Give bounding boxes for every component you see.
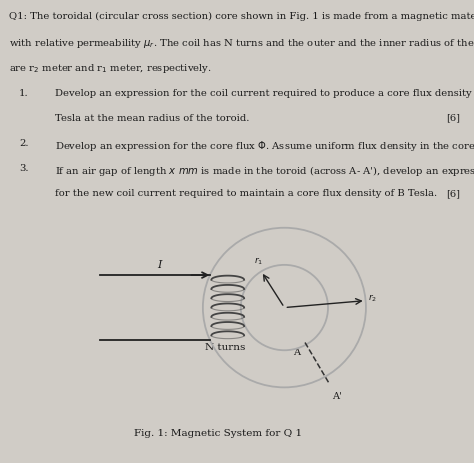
Text: 3.: 3. xyxy=(19,163,28,172)
Text: [6]: [6] xyxy=(446,188,460,197)
Text: I: I xyxy=(157,259,162,269)
Text: If an air gap of length $\mathit{x}$ $\mathit{mm}$ is made in the toroid (across: If an air gap of length $\mathit{x}$ $\m… xyxy=(55,163,474,177)
Text: $r_1$: $r_1$ xyxy=(255,255,264,266)
Text: are r$_2$ meter and r$_1$ meter, respectively.: are r$_2$ meter and r$_1$ meter, respect… xyxy=(9,62,212,75)
Text: Tesla at the mean radius of the toroid.: Tesla at the mean radius of the toroid. xyxy=(55,113,249,122)
Text: Q1: The toroidal (circular cross section) core shown in Fig. 1 is made from a ma: Q1: The toroidal (circular cross section… xyxy=(9,12,474,21)
Text: 1.: 1. xyxy=(19,88,28,97)
Text: 2.: 2. xyxy=(19,138,28,147)
Text: Develop an expression for the core flux $\Phi$. Assume uniform flux density in t: Develop an expression for the core flux … xyxy=(55,138,474,152)
Text: Fig. 1: Magnetic System for Q 1: Fig. 1: Magnetic System for Q 1 xyxy=(134,429,302,438)
Text: N turns: N turns xyxy=(205,343,246,351)
Text: A: A xyxy=(293,347,301,357)
Text: [6]: [6] xyxy=(446,113,460,122)
Text: for the new coil current required to maintain a core flux density of B Tesla.: for the new coil current required to mai… xyxy=(55,188,437,197)
Text: with relative permeability $\mu_r$. The coil has N turns and the outer and the i: with relative permeability $\mu_r$. The … xyxy=(9,37,474,50)
Text: A': A' xyxy=(332,391,342,400)
Text: Develop an expression for the coil current required to produce a core flux densi: Develop an expression for the coil curre… xyxy=(55,88,474,97)
Text: $r_2$: $r_2$ xyxy=(368,292,377,303)
